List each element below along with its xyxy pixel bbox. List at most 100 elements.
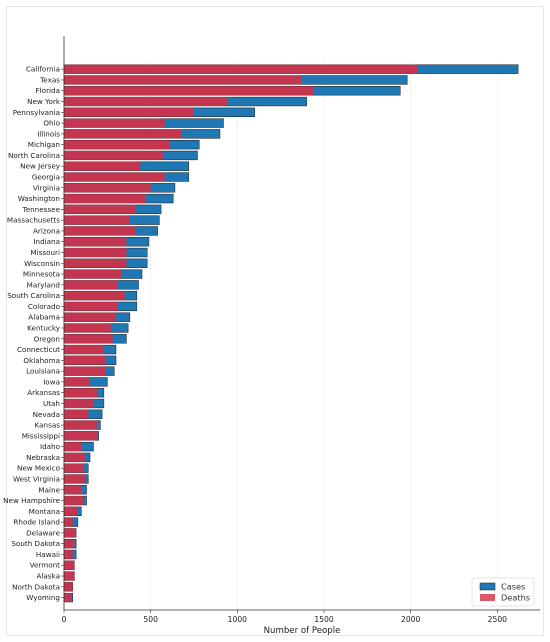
category-label-california: California — [26, 65, 60, 74]
bar-deaths-tennessee — [64, 204, 136, 214]
legend-swatch-deaths — [480, 594, 495, 601]
bar-deaths-new-mexico — [64, 463, 84, 473]
bar-deaths-wisconsin — [64, 258, 127, 268]
bar-deaths-ohio — [64, 118, 165, 128]
category-label-kansas: Kansas — [35, 421, 61, 430]
category-label-minnesota: Minnesota — [23, 270, 60, 279]
category-label-arkansas: Arkansas — [27, 388, 60, 397]
bar-deaths-illinois — [64, 129, 182, 139]
bar-deaths-new-jersey — [64, 161, 141, 171]
category-label-missouri: Missouri — [30, 248, 60, 257]
x-axis-title: Number of People — [264, 626, 341, 636]
bar-deaths-maine — [64, 485, 82, 495]
category-label-north-dakota: North Dakota — [12, 582, 60, 591]
legend-swatch-cases — [479, 582, 496, 591]
bar-deaths-arizona — [64, 226, 136, 236]
category-label-west-virginia: West Virginia — [13, 474, 60, 483]
category-label-south-dakota: South Dakota — [11, 539, 60, 548]
category-label-louisiana: Louisiana — [26, 367, 60, 376]
category-label-wyoming: Wyoming — [26, 593, 60, 602]
bar-deaths-vermont — [64, 560, 75, 570]
bar-deaths-mississippi — [64, 431, 97, 441]
bar-deaths-new-york — [64, 97, 227, 106]
category-label-connecticut: Connecticut — [17, 345, 60, 354]
bar-deaths-connecticut — [64, 345, 104, 354]
bar-deaths-iowa — [64, 377, 90, 387]
category-label-maine: Maine — [38, 485, 60, 494]
bar-deaths-nebraska — [64, 452, 85, 462]
category-label-michigan: Michigan — [28, 140, 60, 149]
category-label-nebraska: Nebraska — [26, 453, 60, 462]
category-label-washington: Washington — [18, 194, 60, 203]
category-label-kentucky: Kentucky — [27, 323, 61, 332]
x-tick-label-2500: 2500 — [488, 615, 507, 624]
legend-label-cases: Cases — [501, 582, 525, 592]
bar-deaths-georgia — [64, 172, 165, 182]
bar-deaths-washington — [64, 194, 146, 203]
category-label-alabama: Alabama — [28, 313, 60, 322]
category-label-new-hampshire: New Hampshire — [3, 496, 60, 505]
bar-deaths-florida — [64, 86, 314, 96]
category-label-delaware: Delaware — [26, 528, 60, 537]
bar-deaths-delaware — [64, 528, 77, 538]
bar-deaths-nevada — [64, 409, 89, 419]
x-tick-label-500: 500 — [143, 615, 158, 624]
x-tick-label-0: 0 — [62, 615, 67, 624]
bar-deaths-missouri — [64, 248, 127, 257]
category-label-oklahoma: Oklahoma — [23, 356, 60, 365]
category-label-montana: Montana — [29, 507, 60, 516]
category-label-indiana: Indiana — [33, 237, 60, 246]
category-label-new-jersey: New Jersey — [20, 162, 61, 171]
bar-deaths-rhode-island — [64, 517, 73, 527]
bar-deaths-montana — [64, 506, 78, 516]
bar-deaths-south-carolina — [64, 291, 125, 301]
category-label-massachusetts: Massachusetts — [7, 216, 60, 225]
bar-deaths-wyoming — [64, 593, 71, 603]
x-tick-label-2000: 2000 — [401, 615, 420, 624]
bar-deaths-new-hampshire — [64, 496, 84, 505]
category-label-oregon: Oregon — [34, 334, 60, 343]
legend-label-deaths: Deaths — [501, 593, 530, 603]
category-label-nevada: Nevada — [33, 410, 60, 419]
bar-deaths-north-dakota — [64, 582, 73, 592]
category-label-new-mexico: New Mexico — [17, 464, 60, 473]
category-label-north-carolina: North Carolina — [8, 151, 60, 160]
bar-deaths-louisiana — [64, 366, 106, 376]
category-label-hawaii: Hawaii — [36, 550, 60, 559]
category-label-tennessee: Tennessee — [22, 205, 61, 214]
category-label-colorado: Colorado — [28, 302, 60, 311]
bar-deaths-south-dakota — [64, 539, 75, 549]
bar-deaths-oregon — [64, 334, 113, 344]
category-label-south-carolina: South Carolina — [7, 291, 60, 300]
category-label-maryland: Maryland — [27, 280, 60, 289]
bar-deaths-michigan — [64, 140, 170, 150]
category-label-iowa: Iowa — [43, 377, 60, 386]
category-label-florida: Florida — [36, 86, 60, 95]
category-label-texas: Texas — [39, 75, 60, 84]
bar-deaths-kentucky — [64, 323, 111, 333]
bar-deaths-arkansas — [64, 388, 97, 398]
bar-deaths-hawaii — [64, 550, 73, 559]
bar-deaths-north-carolina — [64, 151, 163, 160]
category-label-pennsylvania: Pennsylvania — [13, 108, 60, 117]
category-label-illinois: Illinois — [37, 129, 60, 138]
category-label-georgia: Georgia — [32, 173, 60, 182]
category-label-arizona: Arizona — [33, 226, 60, 235]
bar-deaths-alabama — [64, 312, 116, 322]
category-label-rhode-island: Rhode Island — [13, 518, 60, 527]
category-label-alaska: Alaska — [36, 572, 60, 581]
category-label-utah: Utah — [43, 399, 60, 408]
bar-deaths-kansas — [64, 420, 97, 430]
bar-deaths-california — [64, 64, 418, 74]
bar-deaths-west-virginia — [64, 474, 85, 484]
bar-deaths-idaho — [64, 442, 82, 452]
x-tick-label-1500: 1500 — [314, 615, 333, 624]
bar-deaths-virginia — [64, 183, 151, 193]
bar-deaths-utah — [64, 399, 94, 408]
category-label-virginia: Virginia — [33, 183, 60, 192]
bar-deaths-texas — [64, 75, 302, 85]
category-label-new-york: New York — [27, 97, 61, 106]
bar-deaths-pennsylvania — [64, 107, 194, 117]
category-label-mississippi: Mississippi — [22, 431, 60, 440]
